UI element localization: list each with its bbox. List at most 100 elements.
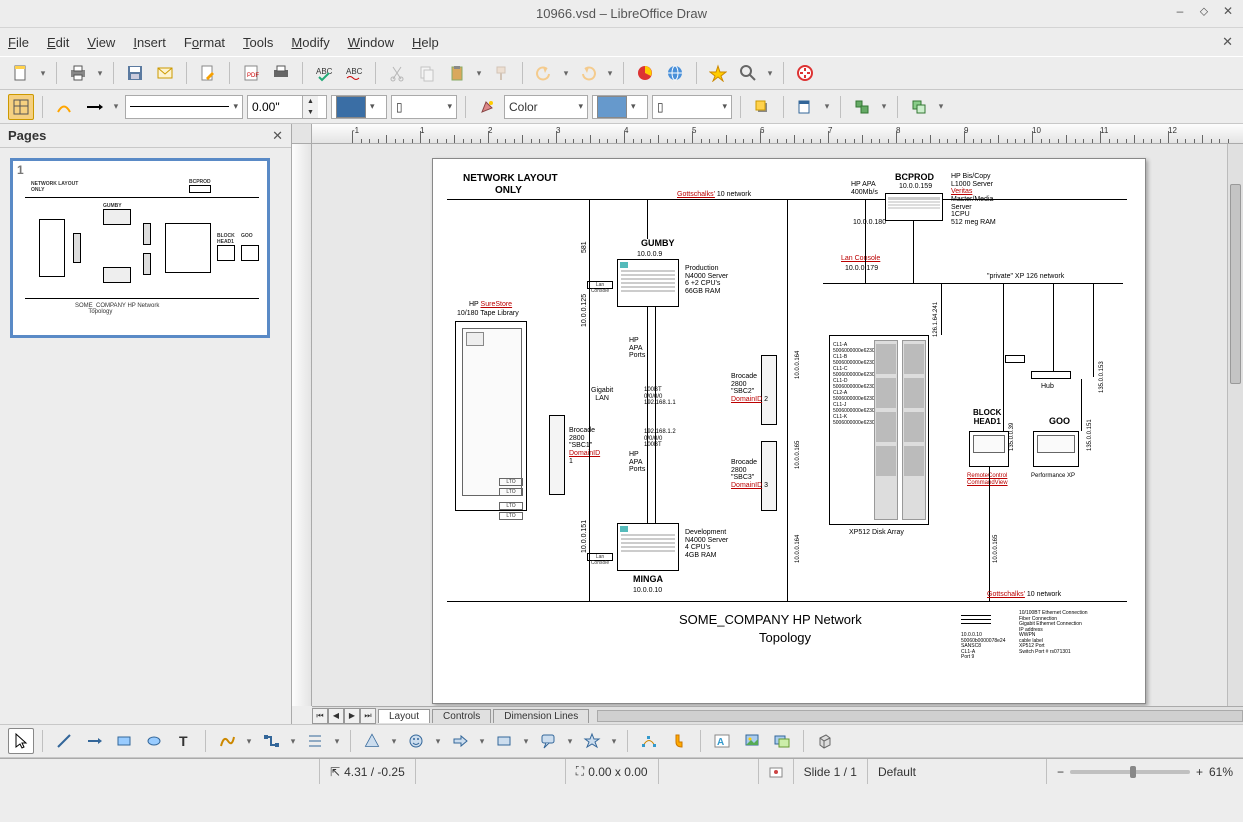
lines-dropdown[interactable]: ▾ <box>332 728 342 754</box>
export-pdf-button[interactable]: PDF <box>238 60 264 86</box>
arrow-tool[interactable] <box>81 728 107 754</box>
area-dialog-button[interactable] <box>474 94 500 120</box>
stars-dropdown[interactable]: ▾ <box>609 728 619 754</box>
gallery-tool[interactable] <box>769 728 795 754</box>
cut-button[interactable] <box>384 60 410 86</box>
lines-arrows-tool[interactable] <box>302 728 328 754</box>
arrow-style-dropdown[interactable]: ▾ <box>111 94 121 120</box>
area-hatch-combo[interactable]: ▯▾ <box>652 95 732 119</box>
from-file-tool[interactable] <box>739 728 765 754</box>
hyperlink-button[interactable] <box>662 60 688 86</box>
connector-tool[interactable] <box>258 728 284 754</box>
ruler-vertical[interactable] <box>292 144 312 706</box>
undo-button[interactable] <box>531 60 557 86</box>
line-width-spinner[interactable]: ▲▼ <box>247 95 327 119</box>
points-tool[interactable] <box>636 728 662 754</box>
basic-shapes-dropdown[interactable]: ▾ <box>389 728 399 754</box>
undo-dropdown[interactable]: ▾ <box>561 60 571 86</box>
tab-nav-last[interactable]: ⏭ <box>360 708 376 724</box>
zoom-value[interactable]: 61% <box>1209 765 1233 779</box>
curve-tool[interactable] <box>214 728 240 754</box>
shadow-button[interactable] <box>749 94 775 120</box>
drawing-page[interactable]: NETWORK LAYOUT ONLY Gottschalks' 10 netw… <box>432 158 1146 704</box>
close-button[interactable]: ✕ <box>1221 4 1235 18</box>
status-style[interactable]: Default <box>868 759 1047 784</box>
line-endpoints-button[interactable] <box>51 94 77 120</box>
align-button[interactable] <box>849 94 875 120</box>
print-direct-button[interactable] <box>268 60 294 86</box>
paste-button[interactable] <box>444 60 470 86</box>
scrollbar-vertical[interactable] <box>1227 144 1243 706</box>
email-button[interactable] <box>152 60 178 86</box>
zoom-slider[interactable] <box>1070 770 1190 774</box>
pages-close-button[interactable]: ✕ <box>272 128 283 144</box>
text-tool[interactable]: T <box>171 728 197 754</box>
line-tool[interactable] <box>51 728 77 754</box>
tab-nav-prev[interactable]: ◀ <box>328 708 344 724</box>
zoom-button[interactable] <box>735 60 761 86</box>
arrange-dropdown[interactable]: ▾ <box>936 94 946 120</box>
callout-dropdown[interactable]: ▾ <box>565 728 575 754</box>
spin-up[interactable]: ▲ <box>302 96 318 107</box>
arrange-button[interactable] <box>906 94 932 120</box>
align-dropdown[interactable]: ▾ <box>879 94 889 120</box>
zoom-handle[interactable] <box>1130 766 1136 778</box>
menu-edit[interactable]: Edit <box>47 35 69 50</box>
tab-dimension[interactable]: Dimension Lines <box>493 709 589 723</box>
spellcheck-button[interactable]: ABC <box>311 60 337 86</box>
line-color-combo[interactable]: ▾ <box>331 95 387 119</box>
zoom-dropdown[interactable]: ▾ <box>765 60 775 86</box>
tab-nav-next[interactable]: ▶ <box>344 708 360 724</box>
print-dropdown[interactable]: ▾ <box>95 60 105 86</box>
menu-window[interactable]: Window <box>348 35 394 50</box>
status-signature[interactable] <box>759 759 794 784</box>
menu-modify[interactable]: Modify <box>291 35 329 50</box>
scroll-thumb[interactable] <box>1230 184 1241 384</box>
paste-dropdown[interactable]: ▾ <box>474 60 484 86</box>
edit-file-button[interactable] <box>195 60 221 86</box>
basic-shapes-tool[interactable] <box>359 728 385 754</box>
line-style-combo[interactable]: ▾ <box>125 95 243 119</box>
chart-button[interactable] <box>632 60 658 86</box>
line-dash-combo[interactable]: ▯▾ <box>391 95 457 119</box>
redo-dropdown[interactable]: ▾ <box>605 60 615 86</box>
flowchart-tool[interactable] <box>491 728 517 754</box>
rect-tool[interactable] <box>111 728 137 754</box>
fontwork-tool[interactable]: A <box>709 728 735 754</box>
zoom-control[interactable]: − + 61% <box>1047 765 1243 779</box>
new-dropdown[interactable]: ▾ <box>38 60 48 86</box>
tab-nav-first[interactable]: ⏮ <box>312 708 328 724</box>
block-arrows-tool[interactable] <box>447 728 473 754</box>
page-thumbnail-1[interactable]: 1 NETWORK LAYOUTONLY BCPROD GUMBY BLOCKH… <box>10 158 270 338</box>
redo-button[interactable] <box>575 60 601 86</box>
tab-layout[interactable]: Layout <box>378 709 430 723</box>
zoom-out-button[interactable]: − <box>1057 765 1064 779</box>
flowchart-dropdown[interactable]: ▾ <box>521 728 531 754</box>
doc-close-button[interactable]: ✕ <box>1222 34 1233 50</box>
minimize-button[interactable]: – <box>1173 4 1187 18</box>
styles-button[interactable] <box>792 94 818 120</box>
menu-view[interactable]: View <box>87 35 115 50</box>
navigator-button[interactable] <box>705 60 731 86</box>
menu-help[interactable]: Help <box>412 35 439 50</box>
ellipse-tool[interactable] <box>141 728 167 754</box>
glue-tool[interactable] <box>666 728 692 754</box>
curve-dropdown[interactable]: ▾ <box>244 728 254 754</box>
area-color-combo[interactable]: ▾ <box>592 95 648 119</box>
new-doc-button[interactable] <box>8 60 34 86</box>
block-arrows-dropdown[interactable]: ▾ <box>477 728 487 754</box>
copy-button[interactable] <box>414 60 440 86</box>
menu-insert[interactable]: Insert <box>133 35 166 50</box>
menu-tools[interactable]: Tools <box>243 35 273 50</box>
arrow-style-button[interactable] <box>81 94 107 120</box>
line-width-input[interactable] <box>248 100 302 114</box>
extrusion-tool[interactable] <box>812 728 838 754</box>
print-button[interactable] <box>65 60 91 86</box>
select-tool[interactable] <box>8 728 34 754</box>
menu-format[interactable]: Format <box>184 35 225 50</box>
zoom-in-button[interactable]: + <box>1196 765 1203 779</box>
tab-controls[interactable]: Controls <box>432 709 491 723</box>
spin-down[interactable]: ▼ <box>302 107 318 118</box>
ruler-horizontal[interactable]: -1123456789101112 <box>312 124 1243 144</box>
help-button[interactable] <box>792 60 818 86</box>
